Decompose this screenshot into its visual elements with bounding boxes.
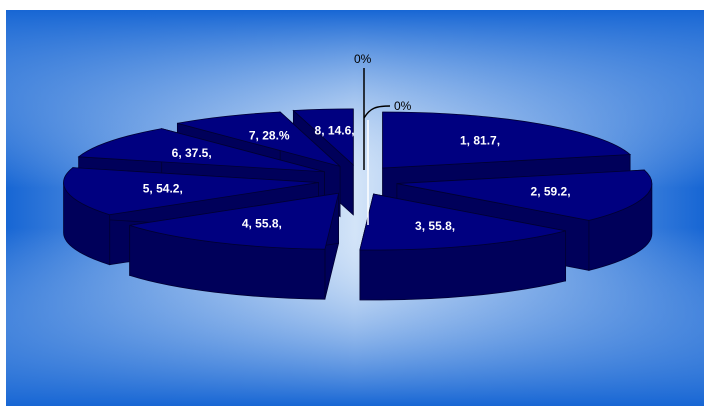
zero-label-2: 0% [394,99,412,113]
chart-area: 1, 81.7, 2, 59.2, 3, 55.8, 4, 55.8, 5, 54.2,… [6,10,704,406]
slice-5 [63,167,319,216]
slice-label-3: 3, 55.8, [415,219,455,233]
slice-label-8: 8, 14.6, [315,123,355,137]
slice-6 [77,128,325,173]
zero-label-1: 0% [354,52,372,66]
slice-1 [382,111,632,169]
slice-4 [129,192,340,250]
slice-labels: 1, 81.7, 2, 59.2, 3, 55.8, 4, 55.8, 5, 54.2,… [143,123,571,233]
zero-markers: 0% 0% [354,52,412,225]
slice-label-7: 7, 28.% [249,128,290,142]
slice-label-2: 2, 59.2, [531,185,571,199]
slice-label-5: 5, 54.2, [143,181,183,195]
slice-3 [359,193,566,251]
slice-label-4: 4, 55.8, [242,217,282,231]
zero-leader-line-3 [363,105,391,119]
slice-label-1: 1, 81.7, [460,134,500,148]
slice-sides [63,108,653,301]
slice-2 [396,169,653,221]
slice-8 [292,108,354,166]
slice-7 [177,111,341,167]
slice-label-6: 6, 37.5, [172,146,212,160]
pie-chart: 1, 81.7, 2, 59.2, 3, 55.8, 4, 55.8, 5, 54.2,… [6,10,704,406]
